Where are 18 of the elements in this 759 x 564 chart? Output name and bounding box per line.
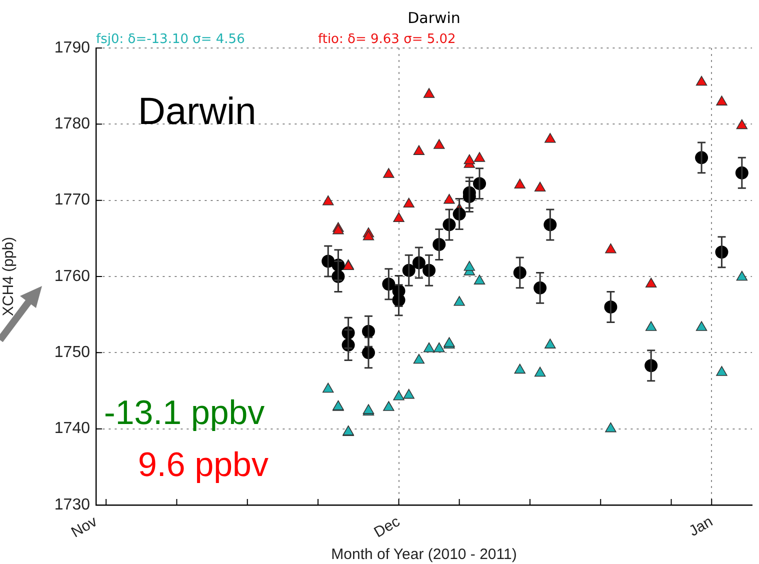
x-tick-label: Nov (68, 512, 100, 542)
y-tick-label: 1740 (54, 420, 90, 438)
annotation: -13.1 ppbv (104, 394, 265, 432)
y-tick-label: 1790 (54, 39, 90, 56)
text: ftio: δ= 9.63 σ= 5.02 (318, 32, 456, 47)
annotation: 9.6 ppbv (138, 446, 268, 484)
y-tick-label: 1750 (54, 344, 90, 362)
y-tick-label: 1760 (54, 268, 90, 285)
y-tick-label: 1770 (54, 192, 90, 209)
x-tick-label: Jan (686, 513, 716, 540)
x-tick-label: Dec (371, 512, 404, 542)
y-tick-label: 1730 (54, 496, 90, 514)
y-axis-title: XCH4 (ppb) (0, 236, 18, 316)
x-axis-title: Month of Year (2010 - 2011) (331, 546, 517, 564)
chart-title: Darwin (408, 9, 460, 27)
annotation: Darwin (138, 91, 256, 133)
text: fsj0: δ=-13.10 σ= 4.56 (96, 32, 245, 47)
y-tick-label: 1780 (54, 116, 90, 133)
